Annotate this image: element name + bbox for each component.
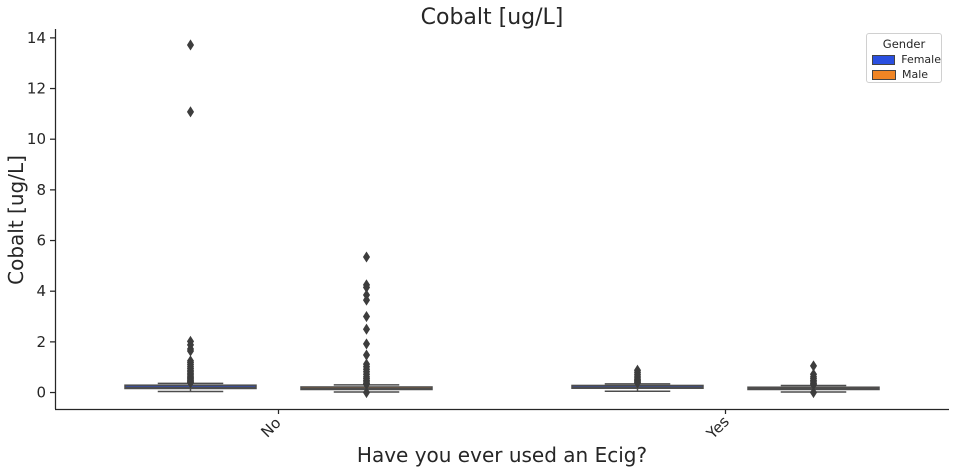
legend-title: Gender xyxy=(882,37,926,51)
y-tick-label: 8 xyxy=(36,181,46,199)
outlier-point xyxy=(362,251,371,263)
legend-item-male: Male xyxy=(872,68,941,81)
outlier-point xyxy=(362,323,371,335)
outlier-point xyxy=(362,310,371,323)
x-tick-label: Yes xyxy=(702,412,733,443)
legend: Gender Female Male xyxy=(866,33,942,83)
outlier-point xyxy=(362,338,371,350)
y-tick-label: 14 xyxy=(27,29,46,47)
outlier-point xyxy=(362,349,371,361)
legend-swatch-male xyxy=(872,69,896,80)
y-axis-label: Cobalt [ug/L] xyxy=(4,155,28,285)
legend-swatch-female xyxy=(872,54,896,65)
outlier-point xyxy=(186,106,195,118)
y-tick-label: 10 xyxy=(27,130,46,148)
y-tick-label: 2 xyxy=(36,333,46,351)
legend-label-female: Female xyxy=(901,53,941,66)
legend-label-male: Male xyxy=(902,68,929,81)
y-tick-label: 0 xyxy=(36,384,46,402)
legend-item-female: Female xyxy=(872,53,941,66)
x-tick-label: No xyxy=(257,414,284,441)
outlier-point xyxy=(186,39,195,51)
outlier-point xyxy=(362,386,371,399)
chart-title: Cobalt [ug/L] xyxy=(421,5,564,30)
y-tick-label: 4 xyxy=(36,282,46,300)
x-axis-label: Have you ever used an Ecig? xyxy=(357,443,647,467)
outlier-point xyxy=(362,294,371,306)
y-tick-label: 6 xyxy=(36,232,46,250)
outlier-point xyxy=(809,386,818,399)
outlier-point xyxy=(633,377,642,389)
y-tick-label: 12 xyxy=(27,80,46,98)
outlier-point xyxy=(186,377,195,389)
